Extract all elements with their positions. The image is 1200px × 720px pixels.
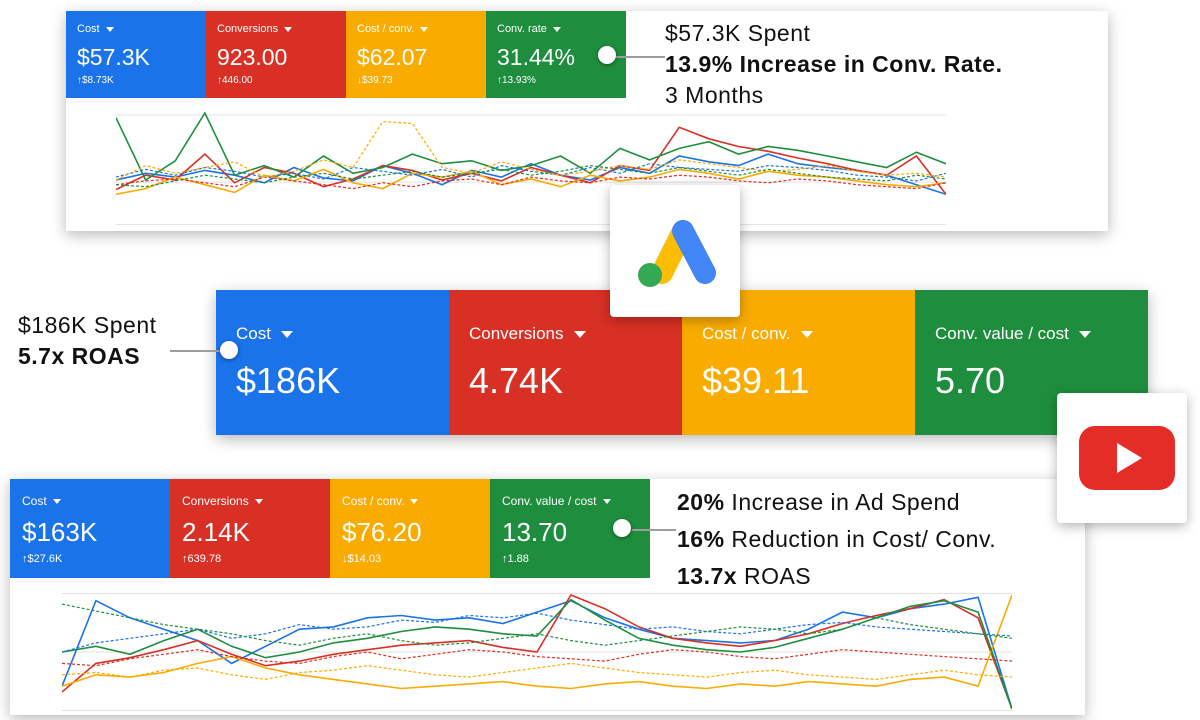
scorecard-label: Cost bbox=[236, 324, 271, 343]
youtube-logo-card bbox=[1057, 393, 1187, 523]
caret-down-icon bbox=[410, 498, 419, 504]
callout-line: 16% Reduction in Cost/ Conv. bbox=[677, 521, 996, 558]
caret-down-icon bbox=[420, 26, 429, 32]
scorecard-value: 5.70 bbox=[935, 360, 1006, 401]
connector-line bbox=[170, 350, 228, 352]
scorecard-cost[interactable]: Cost $163K ↑$27.6K bbox=[10, 479, 170, 578]
scorecard-conversions[interactable]: Conversions 2.14K ↑639.78 bbox=[170, 479, 330, 578]
callout-dot bbox=[613, 519, 631, 537]
scorecard-delta: ↓$14.03 bbox=[342, 553, 382, 565]
chart-series-line bbox=[116, 111, 946, 182]
chart-series-line bbox=[116, 120, 946, 181]
chart-series-line bbox=[62, 596, 1012, 710]
caret-down-icon bbox=[280, 330, 293, 338]
chart-series-line bbox=[62, 594, 1012, 710]
connector-line bbox=[632, 529, 676, 531]
callout-line: $186K Spent bbox=[18, 312, 157, 338]
scorecard-delta: ↑639.78 bbox=[182, 553, 222, 565]
scorecard-value: 13.70 bbox=[502, 517, 568, 547]
caret-down-icon bbox=[573, 330, 586, 338]
caret-down-icon bbox=[105, 26, 114, 32]
scorecard-value: 2.14K bbox=[182, 517, 250, 547]
caret-down-icon bbox=[602, 498, 611, 504]
scorecard-value: $62.07 bbox=[357, 44, 428, 70]
youtube-logo-icon bbox=[1079, 426, 1175, 490]
callout-line: 20% Increase in Ad Spend bbox=[677, 484, 996, 521]
callout-line: 13.9% Increase in Conv. Rate. bbox=[665, 51, 1003, 77]
chart-series-line bbox=[62, 594, 1012, 690]
scorecard-label: Cost / conv. bbox=[342, 494, 405, 508]
scorecard-row-top: Cost $57.3K ↑$8.73K Conversions 923.00 ↑… bbox=[66, 11, 626, 98]
scorecard-delta: ↑446.00 bbox=[217, 75, 253, 86]
caret-down-icon bbox=[1078, 330, 1091, 338]
chart-series-line bbox=[62, 662, 1012, 681]
scorecard-row-bottom: Cost $163K ↑$27.6K Conversions 2.14K ↑63… bbox=[10, 479, 650, 578]
trend-chart-bottom bbox=[62, 592, 1012, 712]
callout-line: 3 Months bbox=[665, 82, 764, 108]
scorecard-delta: ↓$39.73 bbox=[357, 75, 393, 86]
connector-line bbox=[615, 56, 665, 58]
callout-dot bbox=[598, 46, 616, 64]
scorecard-label: Conversions bbox=[182, 494, 249, 508]
chart-series-line bbox=[62, 612, 1012, 653]
callout-highlight: 20% bbox=[677, 489, 725, 515]
scorecard-label: Conv. value / cost bbox=[502, 494, 597, 508]
scorecard-cost-per-conv[interactable]: Cost / conv. $62.07 ↓$39.73 bbox=[346, 11, 486, 98]
callout-highlight: 13.7x bbox=[677, 563, 738, 589]
scorecard-conversions[interactable]: Conversions 923.00 ↑446.00 bbox=[206, 11, 346, 98]
caret-down-icon bbox=[254, 498, 263, 504]
scorecard-delta: ↑13.93% bbox=[497, 75, 536, 86]
callout-top: $57.3K Spent 13.9% Increase in Conv. Rat… bbox=[665, 18, 1003, 111]
trend-chart-top bbox=[116, 111, 946, 226]
callout-text: Increase in Ad Spend bbox=[724, 489, 961, 515]
chart-series-line bbox=[62, 649, 1012, 667]
scorecard-delta: ↑$27.6K bbox=[22, 553, 63, 565]
scorecard-label: Cost / conv. bbox=[357, 23, 415, 35]
caret-down-icon bbox=[52, 498, 61, 504]
caret-down-icon bbox=[284, 26, 293, 32]
scorecard-value: $39.11 bbox=[702, 360, 810, 401]
callout-line: $57.3K Spent bbox=[665, 20, 811, 46]
scorecard-label: Conv. value / cost bbox=[935, 324, 1069, 343]
scorecard-delta: ↑1.88 bbox=[502, 553, 529, 565]
scorecard-label: Conv. rate bbox=[497, 23, 547, 35]
callout-text: Reduction in Cost/ Conv. bbox=[724, 526, 997, 552]
scorecard-value: $163K bbox=[22, 517, 98, 547]
callout-highlight: 16% bbox=[677, 526, 725, 552]
panel-bottom: Cost $163K ↑$27.6K Conversions 2.14K ↑63… bbox=[10, 479, 1085, 715]
scorecard-value: 923.00 bbox=[217, 44, 288, 70]
scorecard-value: $76.20 bbox=[342, 517, 422, 547]
scorecard-value: 31.44% bbox=[497, 44, 576, 70]
scorecard-delta: ↑$8.73K bbox=[77, 75, 114, 86]
chart-series-line bbox=[116, 168, 946, 196]
chart-series-line bbox=[62, 603, 1012, 646]
google-ads-logo-card bbox=[610, 185, 740, 317]
scorecard-cost[interactable]: Cost $186K bbox=[216, 290, 449, 435]
callout-line: 13.7x ROAS bbox=[677, 558, 996, 595]
callout-text: ROAS bbox=[737, 563, 812, 589]
scorecard-label: Conversions bbox=[469, 324, 564, 343]
chart-series-line bbox=[116, 164, 946, 188]
callout-dot bbox=[220, 341, 238, 359]
callout-bottom: 20% Increase in Ad Spend 16% Reduction i… bbox=[677, 484, 996, 595]
scorecard-value: $57.3K bbox=[77, 44, 150, 70]
scorecard-value: 4.74K bbox=[469, 360, 564, 401]
scorecard-label: Cost bbox=[77, 23, 100, 35]
caret-down-icon bbox=[552, 26, 561, 32]
caret-down-icon bbox=[800, 330, 813, 338]
callout-middle: $186K Spent 5.7x ROAS bbox=[18, 310, 157, 372]
scorecard-cost-per-conv[interactable]: Cost / conv. $76.20 ↓$14.03 bbox=[330, 479, 490, 578]
google-ads-logo-icon bbox=[638, 220, 716, 287]
scorecard-cost[interactable]: Cost $57.3K ↑$8.73K bbox=[66, 11, 206, 98]
scorecard-label: Cost / conv. bbox=[702, 324, 791, 343]
scorecard-label: Conversions bbox=[217, 23, 279, 35]
scorecard-value: $186K bbox=[236, 360, 341, 401]
scorecard-label: Cost bbox=[22, 494, 47, 508]
panel-top: Cost $57.3K ↑$8.73K Conversions 923.00 ↑… bbox=[66, 11, 1108, 231]
chart-series-line bbox=[116, 174, 946, 190]
callout-line: 5.7x ROAS bbox=[18, 343, 141, 369]
